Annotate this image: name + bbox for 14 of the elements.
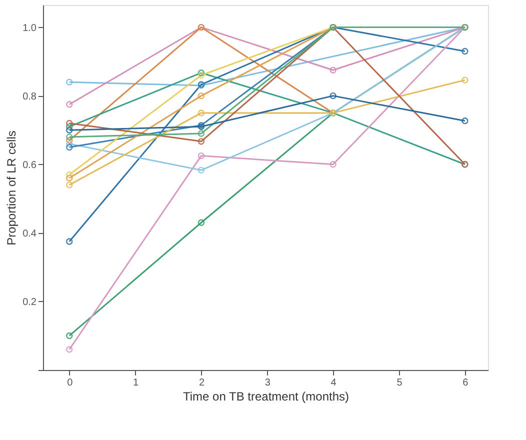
y-tick-label: 0.6 (22, 160, 37, 171)
y-tick-label: 0.8 (22, 91, 37, 102)
x-tick-label: 0 (67, 378, 74, 388)
x-tick-label: 2 (198, 378, 205, 388)
y-tick-label: 0.4 (22, 228, 37, 240)
x-axis-title: Time on TB treatment (months) (182, 390, 350, 404)
x-tick-label: 1 (133, 378, 140, 388)
x-tick-label: 5 (396, 378, 403, 388)
y-tick-label: 1.0 (22, 22, 37, 34)
y-tick-label: 0.2 (22, 296, 37, 308)
x-tick-label: 6 (462, 378, 469, 388)
x-tick-label: 4 (330, 378, 337, 388)
y-axis-title: Proportion of LR cells (4, 130, 19, 246)
x-tick-label: 3 (264, 378, 271, 388)
